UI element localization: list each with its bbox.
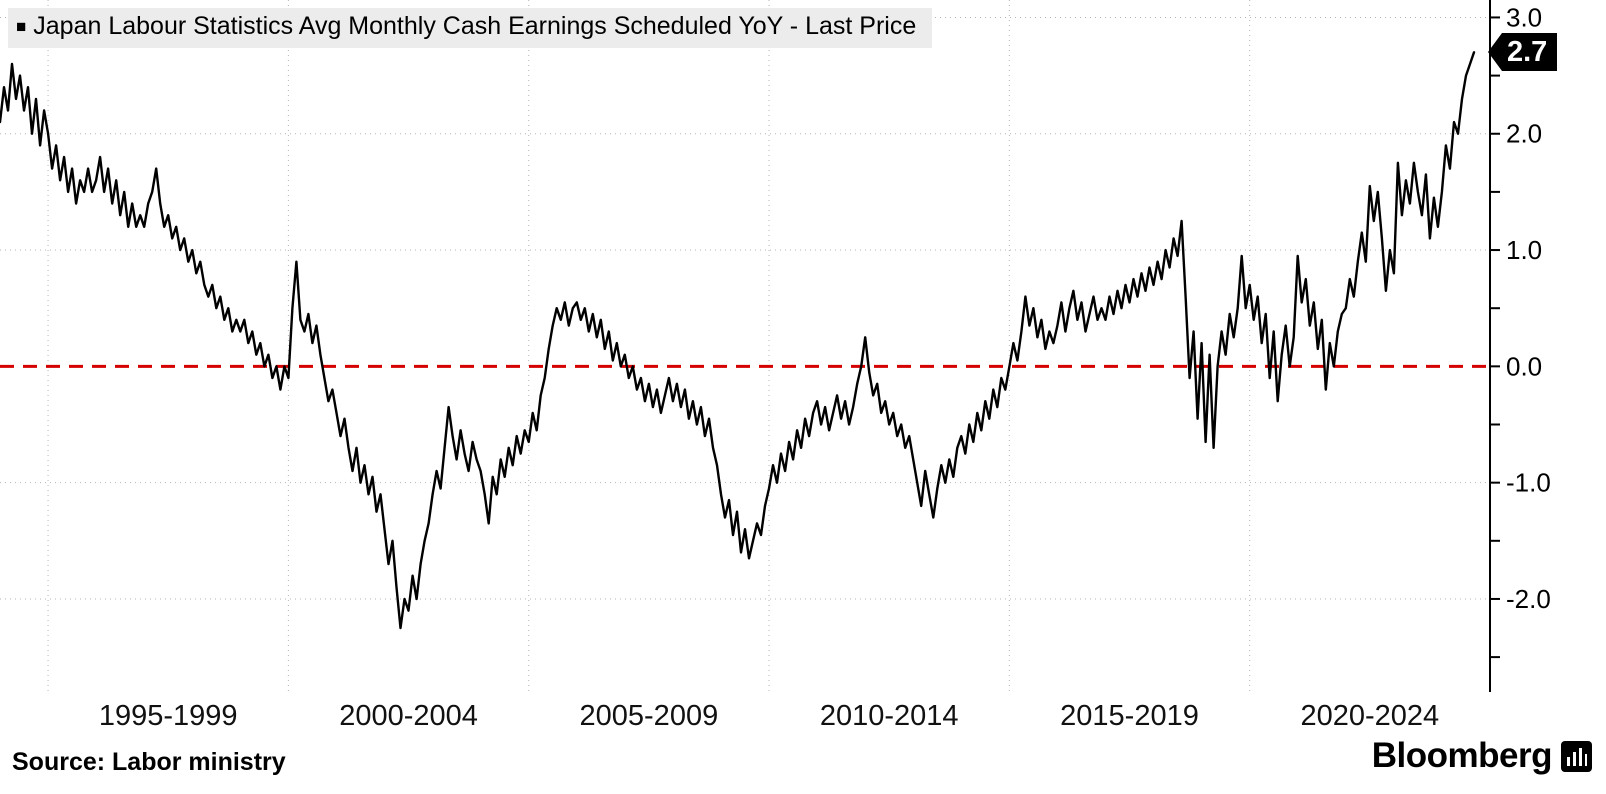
plot-area: 3.0 2.0 1.0 0.0 -1.0 -2.0 xyxy=(0,0,1551,692)
x-axis-label: 2000-2004 xyxy=(339,700,478,732)
x-axis-label: 2005-2009 xyxy=(579,700,719,732)
y-axis-label: 0.0 xyxy=(1506,351,1542,381)
legend: ■ Japan Labour Statistics Avg Monthly Ca… xyxy=(8,8,933,48)
bloomberg-wordmark: Bloomberg xyxy=(1371,736,1553,775)
x-axis: 1995-1999 2000-2004 2005-2009 2010-2014 2015… xyxy=(0,700,1490,738)
x-axis-label: 1995-1999 xyxy=(98,700,238,732)
series-marker-icon: ■ xyxy=(16,17,27,37)
y-axis-label: 3.0 xyxy=(1506,2,1542,32)
bloomberg-terminal-icon xyxy=(1561,740,1592,772)
price-line xyxy=(0,51,1476,630)
y-axis-label: 2.0 xyxy=(1506,119,1542,149)
y-axis-label: -1.0 xyxy=(1506,468,1551,498)
y-axis-label: -2.0 xyxy=(1506,584,1551,614)
x-axis-label: 2020-2024 xyxy=(1300,700,1440,732)
source-text: Source: Labor ministry xyxy=(12,748,286,776)
x-axis-label: 2010-2014 xyxy=(819,700,959,732)
last-price-tag: 2.7 xyxy=(1487,33,1558,72)
x-axis-label: 2015-2019 xyxy=(1060,700,1199,732)
bloomberg-logo: Bloomberg xyxy=(1372,736,1592,776)
y-axis-label: 1.0 xyxy=(1506,235,1542,265)
legend-label: Japan Labour Statistics Avg Monthly Cash… xyxy=(33,12,917,40)
